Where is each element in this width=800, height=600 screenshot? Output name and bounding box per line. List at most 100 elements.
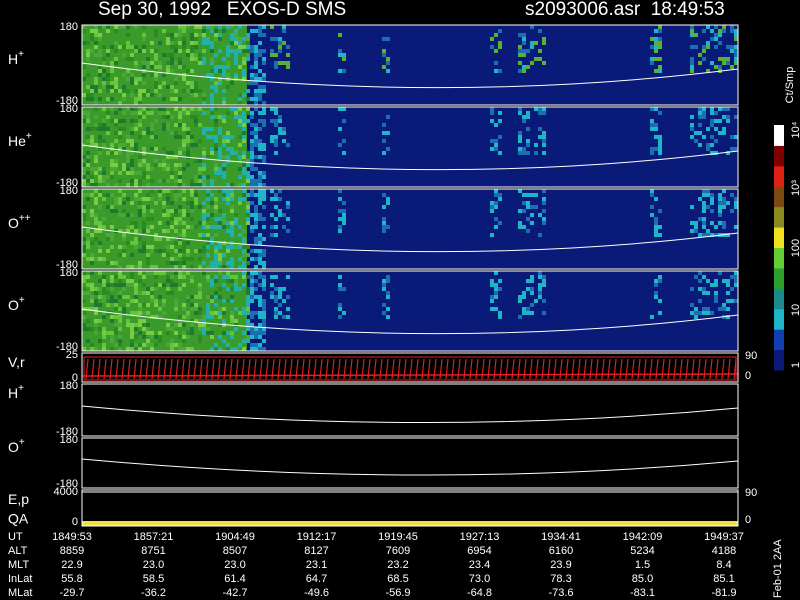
cell <box>122 229 126 233</box>
cell <box>130 283 134 287</box>
cell <box>206 233 210 237</box>
cell <box>198 221 202 225</box>
cell <box>386 291 390 295</box>
cell <box>182 275 186 279</box>
cell <box>238 115 242 119</box>
cell <box>342 287 346 291</box>
cell <box>258 175 262 179</box>
cell <box>338 315 342 319</box>
cell <box>170 37 174 41</box>
cell <box>702 201 706 205</box>
cell <box>386 69 390 73</box>
cell <box>150 151 154 155</box>
cell <box>86 275 90 279</box>
cell <box>146 271 150 275</box>
cell <box>146 257 150 261</box>
cell <box>498 135 502 139</box>
cell <box>126 139 130 143</box>
cell <box>250 287 254 291</box>
cell <box>238 93 242 97</box>
cell <box>262 307 266 311</box>
cell <box>382 193 386 197</box>
cell <box>174 299 178 303</box>
cell <box>210 237 214 241</box>
cell <box>242 183 246 187</box>
cell <box>274 111 278 115</box>
cell <box>118 253 122 257</box>
cell <box>90 343 94 347</box>
cell <box>734 225 738 229</box>
cell <box>82 167 86 171</box>
cell <box>226 111 230 115</box>
cell <box>138 347 142 351</box>
panel-frame <box>81 270 739 352</box>
cell <box>94 89 98 93</box>
cell <box>386 295 390 299</box>
cell <box>258 241 262 245</box>
cell <box>178 271 182 275</box>
cell <box>254 155 258 159</box>
cell <box>218 295 222 299</box>
cell <box>222 69 226 73</box>
cell <box>94 303 98 307</box>
cell <box>238 175 242 179</box>
cell <box>210 311 214 315</box>
cell <box>182 261 186 265</box>
cell <box>210 135 214 139</box>
cell <box>726 119 730 123</box>
cell <box>246 107 250 111</box>
cell <box>254 217 258 221</box>
cell <box>190 69 194 73</box>
cell <box>146 245 150 249</box>
cell <box>242 283 246 287</box>
cell <box>694 225 698 229</box>
cell <box>542 221 546 225</box>
cell <box>162 213 166 217</box>
cell <box>490 107 494 111</box>
cell <box>262 287 266 291</box>
cell <box>110 331 114 335</box>
cell <box>126 295 130 299</box>
cell <box>206 41 210 45</box>
cell <box>250 291 254 295</box>
cell <box>218 209 222 213</box>
cell <box>522 193 526 197</box>
cell <box>262 119 266 123</box>
cell <box>274 107 278 111</box>
cell <box>110 287 114 291</box>
cell <box>690 57 694 61</box>
cell <box>178 135 182 139</box>
cell <box>122 25 126 29</box>
cell <box>490 205 494 209</box>
cell <box>162 271 166 275</box>
cell <box>258 311 262 315</box>
row-value: 7609 <box>386 545 410 557</box>
cell <box>182 167 186 171</box>
cell <box>710 151 714 155</box>
cell <box>178 65 182 69</box>
cell <box>538 283 542 287</box>
cell <box>538 271 542 275</box>
cell <box>654 29 658 33</box>
cell <box>650 213 654 217</box>
cell <box>542 111 546 115</box>
cell <box>142 291 146 295</box>
cell <box>254 61 258 65</box>
cell <box>690 127 694 131</box>
cell <box>246 303 250 307</box>
row-value: 1919:45 <box>378 531 418 543</box>
cell <box>106 331 110 335</box>
cell <box>518 209 522 213</box>
cell <box>226 147 230 151</box>
cell <box>90 143 94 147</box>
cell <box>82 93 86 97</box>
cell <box>254 53 258 57</box>
cell <box>714 299 718 303</box>
y-tick-top: 180 <box>60 103 78 115</box>
cell <box>246 275 250 279</box>
cell <box>542 201 546 205</box>
cell <box>162 159 166 163</box>
cell <box>174 307 178 311</box>
cell <box>262 339 266 343</box>
cell <box>86 119 90 123</box>
